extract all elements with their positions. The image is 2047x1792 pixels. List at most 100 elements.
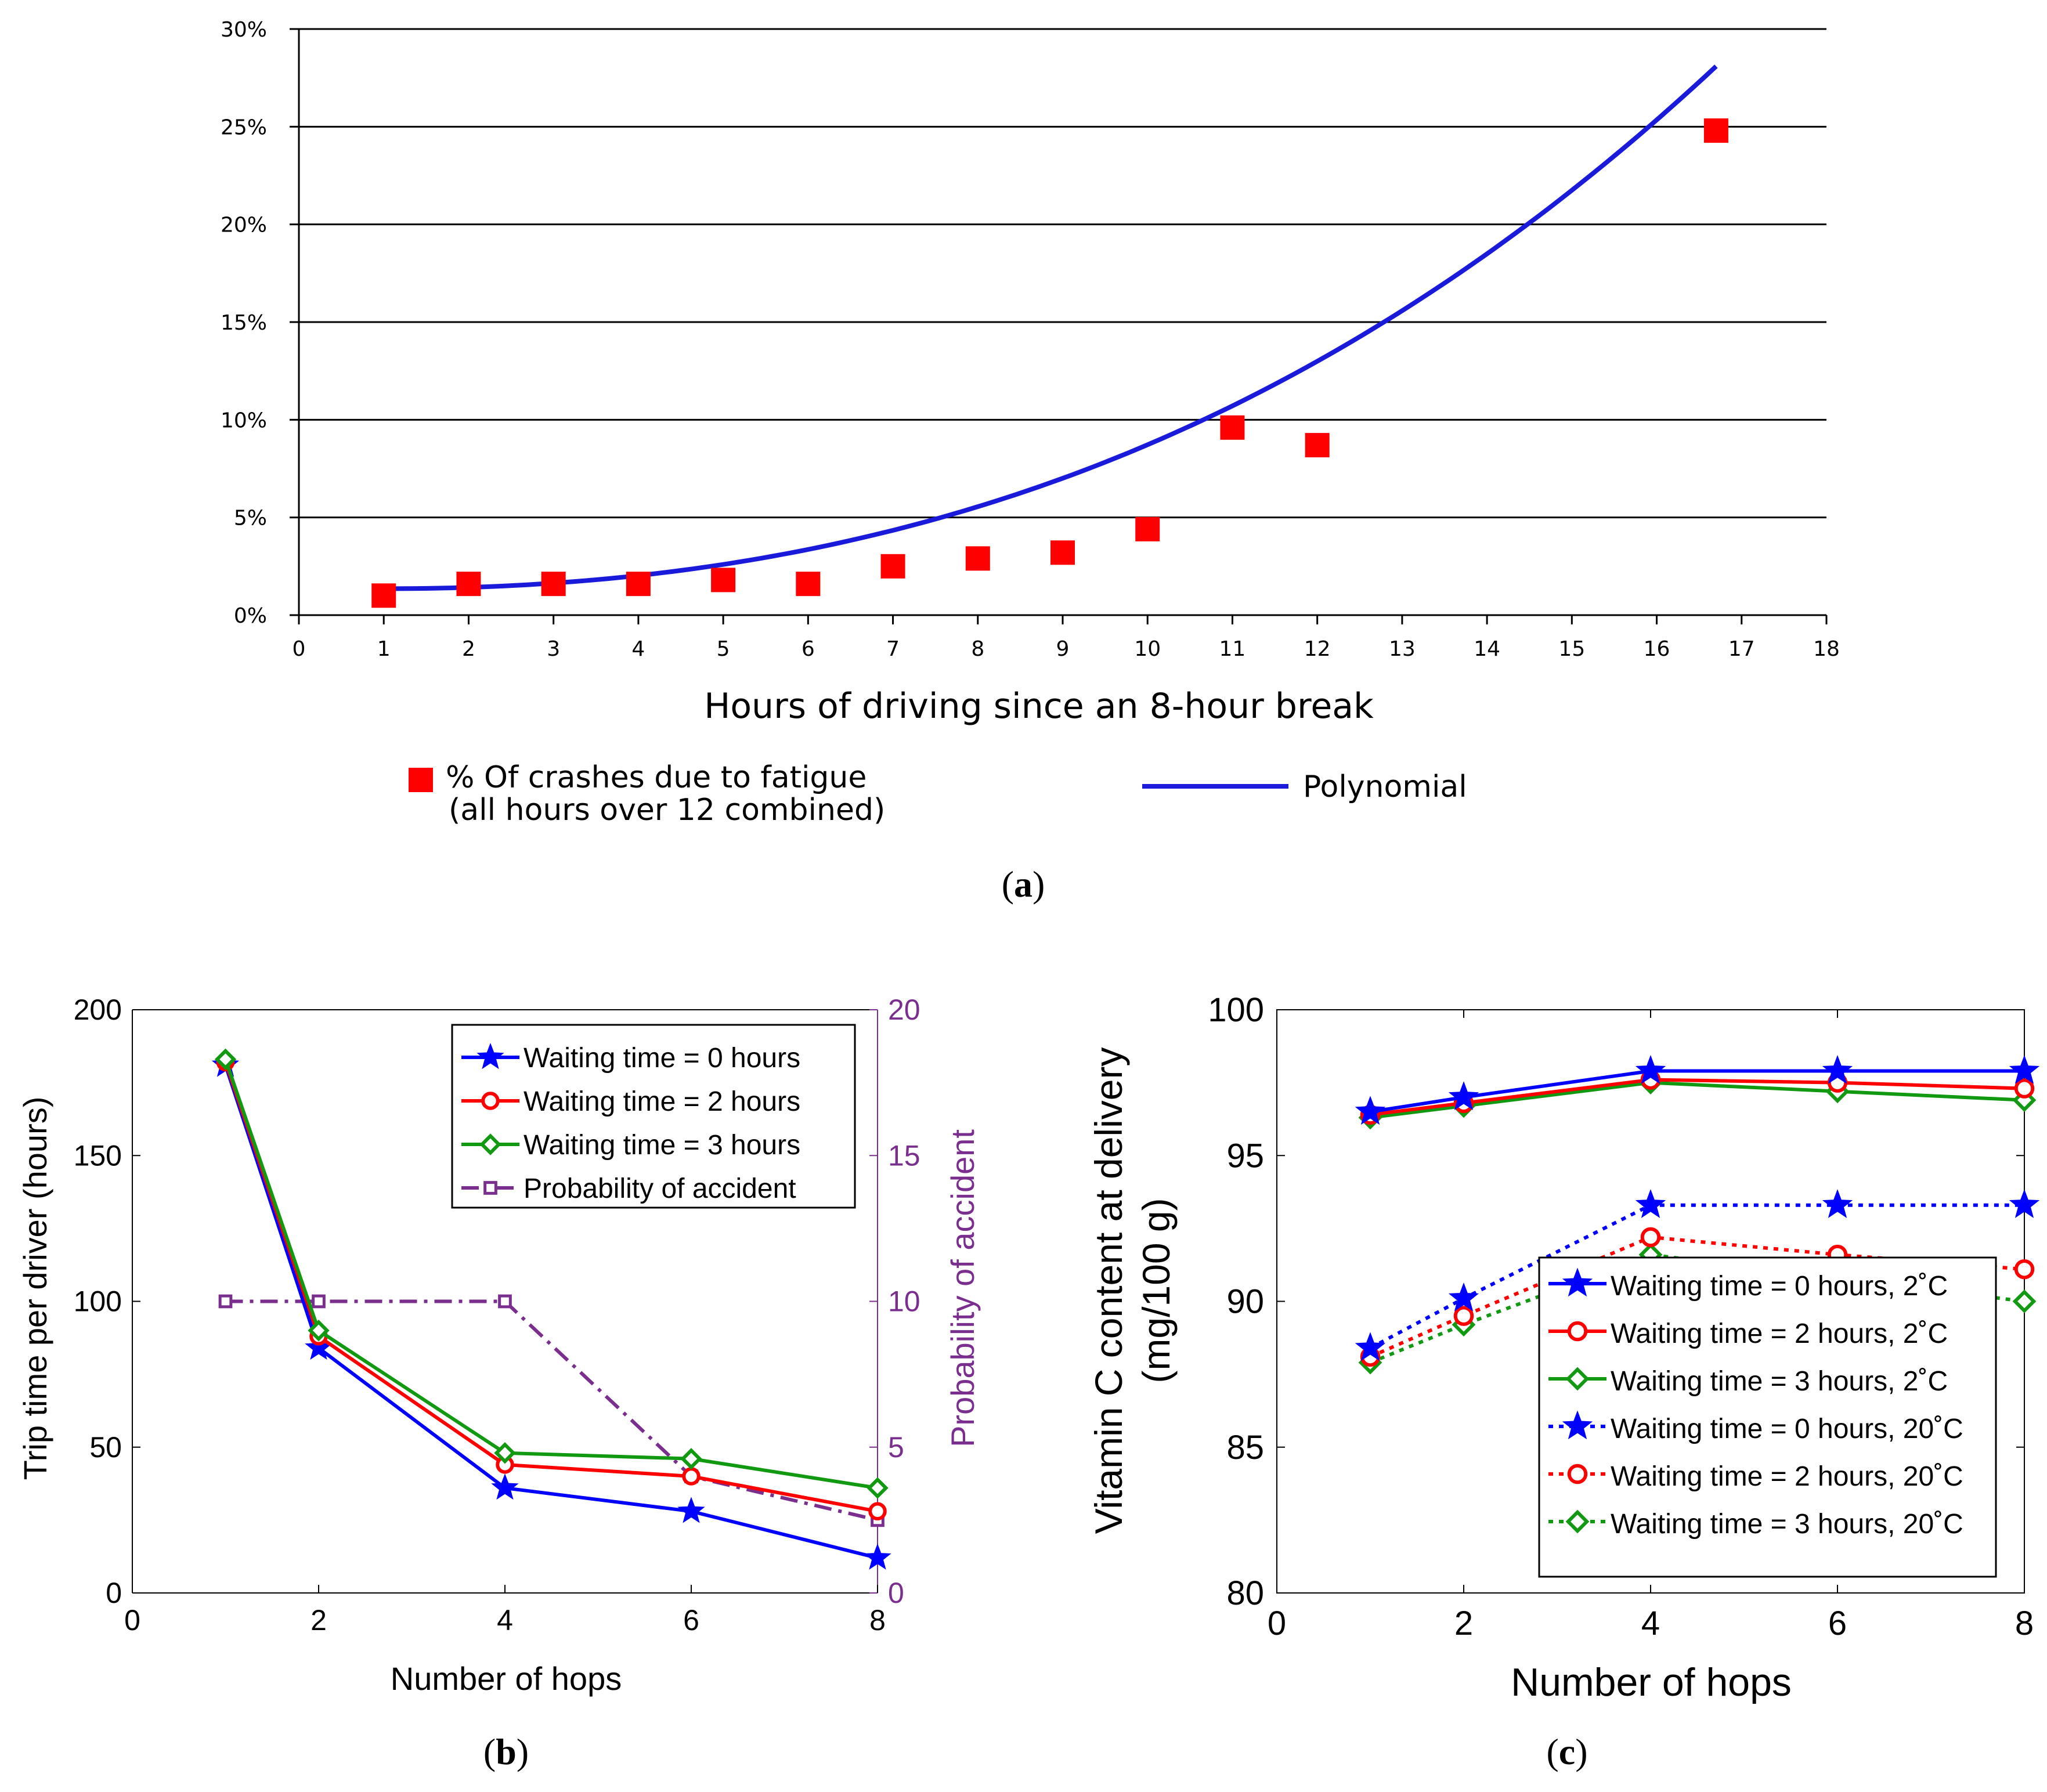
panel-b-right-y-tick-label: 10: [888, 1285, 920, 1318]
panel-b: 0 50 100 150 200 0 5 10 15 20 0 2 4 6 8 Number of ho…: [17, 993, 981, 1772]
panel-b-data-point: [677, 1497, 705, 1523]
panel-a-x-axis-label: Hours of driving since an 8-hour break: [704, 686, 1374, 727]
panel-b-x-tick-label: 0: [124, 1604, 140, 1636]
panel-a-x-tick-label: 15: [1558, 637, 1585, 661]
panel-c-legend-label: Waiting time = 0 hours, 2˚C: [1611, 1271, 1948, 1302]
panel-c-y-tick-label: 85: [1226, 1429, 1264, 1466]
panel-a-crash-point: [711, 568, 736, 592]
panel-c-data-point: [1355, 1096, 1386, 1125]
panel-a-y-tick-label: 20%: [221, 214, 267, 237]
panel-a-plot-area: [371, 64, 1728, 608]
panel-a: 0%5%10%15%20%25%30% 0 1 2 3 4 5 6 7 8 9 10 11 12 13 14…: [221, 18, 1840, 905]
panel-c-x-tick-label: 2: [1454, 1605, 1473, 1642]
panel-c-legend-box: [1538, 1256, 1997, 1578]
panel-c-x-tick-label: 0: [1268, 1605, 1286, 1642]
panel-a-x-tick-label: 0: [293, 637, 306, 661]
panel-a-x-tick-label: 16: [1644, 637, 1670, 661]
panel-c-data-point: [1640, 1227, 1661, 1248]
panel-b-data-point: [680, 1448, 702, 1470]
panel-c-data-point: [2009, 1189, 2040, 1219]
panel-a-x-tick-label: 11: [1219, 637, 1246, 661]
panel-c-legend-marker: [1565, 1367, 1590, 1391]
panel-b-x-tick-label: 4: [497, 1604, 513, 1636]
panel-c-data-point: [2014, 1259, 2035, 1280]
panel-c-y-tick-label: 95: [1226, 1137, 1264, 1175]
panel-b-plot-area: [211, 1048, 891, 1570]
panel-c-y-tick-label: 100: [1208, 991, 1264, 1029]
panel-c-data-point: [2014, 1078, 2035, 1099]
panel-a-caption-letter: a: [1014, 864, 1032, 905]
panel-b-caption: (b): [483, 1731, 529, 1772]
panel-a-x-tick-label: 10: [1134, 637, 1161, 661]
panel-a-crash-point: [1135, 516, 1160, 541]
panel-a-x-tick-label: 2: [462, 637, 475, 661]
panel-c-legend-marker: [1562, 1267, 1593, 1297]
panel-a-legend-label-polynomial: Polynomial: [1303, 769, 1467, 804]
panel-a-x-tick-label: 3: [547, 637, 560, 661]
panel-c-x-tick-label: 8: [2015, 1605, 2034, 1642]
panel-c-series-line: [1369, 1253, 2025, 1364]
panel-c-data-point: [1635, 1054, 1666, 1084]
panel-a-legend-swatch-crashes: [409, 768, 433, 792]
panel-a-x-tick-label: 7: [886, 637, 900, 661]
panel-b-legend-label: Waiting time = 2 hours: [524, 1086, 800, 1117]
panel-b-data-point: [494, 1442, 516, 1464]
panel-b-legend-marker: [476, 1043, 504, 1070]
panel-b-legend-marker: [481, 1092, 500, 1110]
panel-c-data-point: [1822, 1054, 1853, 1084]
panel-a-crash-point: [626, 572, 651, 597]
panel-c-x-axis-label: Number of hops: [1511, 1660, 1792, 1704]
panel-c-x-tick-label: 6: [1828, 1605, 1847, 1642]
panel-c-legend-marker: [1565, 1509, 1590, 1534]
panel-b-left-y-axis-label: Trip time per driver (hours): [17, 1097, 53, 1480]
panel-b-right-y-tick-label: 15: [888, 1139, 920, 1172]
panel-b-legend-marker: [479, 1133, 501, 1155]
panel-c-caption-letter: c: [1559, 1731, 1575, 1772]
panel-a-crash-point: [880, 554, 905, 579]
panel-b-y-tick-label: 150: [74, 1139, 122, 1172]
panel-a-legend-label-crashes-line2: (all hours over 12 combined): [449, 793, 885, 828]
panel-b-right-y-axis-label: Probability of accident: [944, 1129, 981, 1447]
panel-b-x-axis-label: Number of hops: [391, 1660, 622, 1697]
panel-c-y-axis-label-line1: Vitamin C content at delivery: [1087, 1047, 1130, 1534]
panel-c-legend-marker: [1567, 1464, 1588, 1484]
panel-a-x-tick-label: 8: [971, 637, 984, 661]
panel-a-y-tick-label: 10%: [221, 409, 267, 432]
panel-c-legend-marker: [1567, 1321, 1588, 1342]
panel-c-y-tick-label: 90: [1226, 1283, 1264, 1321]
panel-b-data-point: [218, 1294, 233, 1309]
panel-b-legend-marker: [483, 1181, 497, 1195]
panel-a-crash-point: [1305, 433, 1330, 458]
panel-c-y-tick-label: 80: [1226, 1574, 1264, 1612]
panel-c-data-point: [1453, 1306, 1474, 1326]
panel-b-data-point: [312, 1294, 326, 1309]
panel-b-data-point: [214, 1048, 237, 1071]
panel-a-axes: [290, 28, 1828, 624]
panel-c-y-tick-labels: 80 85 90 95 100: [1208, 991, 1264, 1612]
panel-b-right-y-tick-label: 0: [888, 1577, 904, 1609]
panel-b-data-point: [867, 1477, 889, 1499]
panel-b-right-y-tick-labels: 0 5 10 15 20: [888, 993, 920, 1609]
panel-a-x-tick-label: 4: [631, 637, 645, 661]
panel-b-x-tick-label: 8: [869, 1604, 886, 1636]
panel-a-legend: % Of crashes due to fatigue (all hours o…: [409, 760, 1467, 828]
panel-c-legend-label: Waiting time = 2 hours, 2˚C: [1611, 1318, 1948, 1349]
panel-c-legend-label: Waiting time = 3 hours, 20˚C: [1611, 1509, 1963, 1540]
panel-c-data-point: [1448, 1282, 1479, 1312]
panel-a-x-tick-labels: 0 1 2 3 4 5 6 7 8 9 10 11 12 13 14 15 16 17 18: [293, 637, 1840, 661]
panel-b-data-point: [308, 1320, 330, 1342]
panel-a-crash-point: [456, 572, 481, 597]
panel-b-x-tick-label: 6: [683, 1604, 699, 1636]
panel-a-y-tick-label: 25%: [221, 115, 267, 139]
panel-c-x-tick-label: 4: [1641, 1605, 1660, 1642]
panel-b-data-point: [491, 1473, 519, 1500]
panel-c-legend: Waiting time = 0 hours, 2˚C Waiting time …: [1538, 1256, 1997, 1578]
panel-b-left-y-tick-labels: 0 50 100 150 200: [74, 993, 122, 1609]
panel-c-caption: (c): [1546, 1731, 1587, 1772]
panel-a-y-tick-labels: 0% 5% 10% 15% 20% 25% 30%: [221, 18, 267, 628]
panel-b-data-point: [682, 1467, 701, 1486]
panel-a-x-tick-label: 5: [717, 637, 730, 661]
panel-a-y-tick-label: 0%: [234, 604, 267, 628]
panel-c-data-point: [1355, 1332, 1386, 1361]
panel-c-legend-label: Waiting time = 2 hours, 20˚C: [1611, 1461, 1963, 1492]
